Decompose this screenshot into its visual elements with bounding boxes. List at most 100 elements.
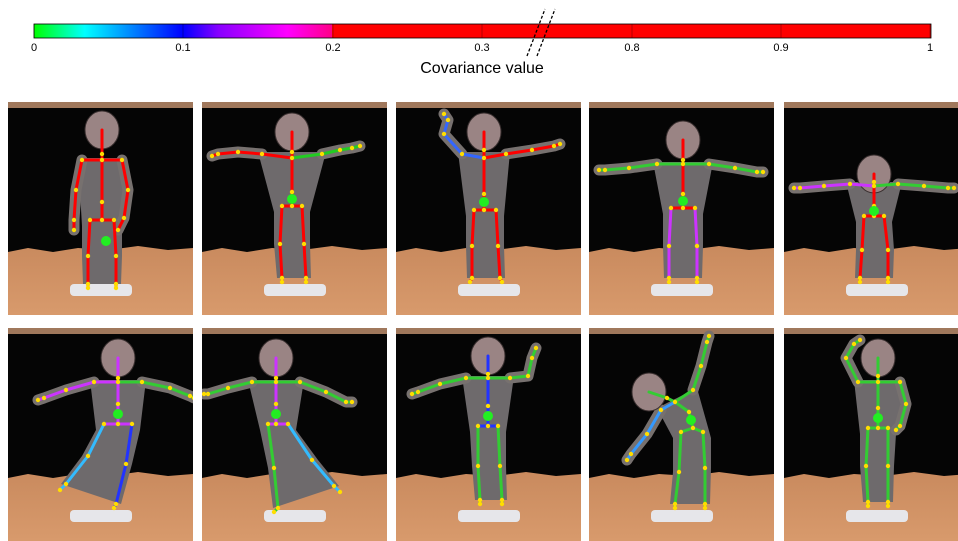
balance-board — [264, 284, 326, 296]
skeleton-bone — [673, 400, 691, 414]
skeleton-joint — [702, 465, 708, 471]
skeleton-joint — [493, 207, 499, 213]
skeleton-joint — [441, 111, 447, 117]
skeleton-joint — [680, 191, 686, 197]
skeleton-joint — [690, 387, 696, 393]
skeleton-joint — [99, 217, 105, 223]
skeleton-frame — [396, 328, 581, 541]
skeleton-joint — [85, 281, 91, 287]
tick-label-0-8: 0.8 — [624, 42, 639, 54]
skeleton-bone — [494, 208, 500, 248]
skeleton-joint — [71, 217, 77, 223]
skeleton-bone — [701, 430, 707, 470]
skeleton-joint — [275, 505, 281, 511]
skeleton-joint — [644, 431, 650, 437]
skeleton-bone — [278, 204, 284, 246]
skeleton-joint — [921, 183, 927, 189]
skeleton-joint — [63, 387, 69, 393]
skeleton-joint — [863, 463, 869, 469]
balance-board — [70, 284, 132, 296]
skeleton-bone — [300, 204, 306, 246]
balance-board — [264, 510, 326, 522]
skeleton-bone — [647, 390, 669, 400]
skeleton-joint — [71, 227, 77, 233]
skeleton-joint — [676, 469, 682, 475]
floor — [589, 472, 774, 541]
skeleton-joint — [113, 253, 119, 259]
balance-board — [846, 284, 908, 296]
skeleton-bone — [140, 380, 172, 390]
skeleton-joint — [467, 279, 473, 285]
skeleton-joint — [205, 391, 211, 397]
balance-board — [651, 510, 713, 522]
floor — [396, 472, 581, 541]
wall-strip — [589, 102, 774, 108]
skeleton-joint — [475, 423, 481, 429]
skeleton-joint — [760, 169, 766, 175]
skeleton-joint — [897, 423, 903, 429]
skeleton-joint — [843, 355, 849, 361]
skeleton-joint — [285, 421, 291, 427]
tick-label-1: 1 — [927, 42, 933, 54]
skeleton-bone — [864, 464, 870, 504]
skeleton-bone — [603, 166, 631, 172]
skeleton-joint — [265, 421, 271, 427]
skeleton-joint — [885, 425, 891, 431]
skeleton-bone — [848, 182, 876, 188]
skeleton-joint — [557, 141, 563, 147]
tick-label-0-3: 0.3 — [474, 42, 489, 54]
skeleton-joint — [871, 179, 877, 185]
skeleton-joint — [481, 207, 487, 213]
wall-strip — [8, 102, 193, 108]
skeleton-bone — [496, 424, 502, 468]
person-silhouette — [258, 152, 326, 278]
wall-strip — [784, 102, 958, 108]
skeleton-bone — [659, 400, 677, 412]
skeleton-joint — [477, 501, 483, 507]
skeleton-joint — [706, 161, 712, 167]
skeleton-joint — [895, 181, 901, 187]
skeleton-bone — [482, 152, 508, 160]
skeleton-bone — [310, 458, 336, 488]
floor — [202, 246, 387, 315]
skeleton-joint — [123, 461, 129, 467]
skeleton-joint — [875, 405, 881, 411]
skeleton-joint — [303, 279, 309, 285]
skeleton-joint — [704, 339, 710, 345]
balance-board — [458, 284, 520, 296]
wall-strip — [396, 328, 581, 334]
skeleton-bone — [864, 426, 870, 468]
skeleton-joint — [680, 161, 686, 167]
skeleton-joint — [409, 391, 415, 397]
skeleton-bone — [882, 214, 890, 252]
skeleton-joint — [331, 483, 337, 489]
skeleton-bone — [844, 356, 860, 384]
skeleton-joint — [357, 143, 363, 149]
skeleton-joint — [445, 117, 451, 123]
skeleton-joint — [35, 397, 41, 403]
skeleton-joint — [666, 243, 672, 249]
skeleton-joint — [273, 421, 279, 427]
skeleton-joint — [626, 165, 632, 171]
skeleton-bone — [504, 148, 534, 156]
skeleton-joint — [113, 285, 119, 291]
skeleton-bone — [266, 422, 276, 470]
skeleton-joint — [91, 379, 97, 385]
covariance-colorbar: 0 0.1 0.2 0.3 0.8 0.9 1 Covariance value — [0, 0, 958, 85]
skeleton-joint — [865, 503, 871, 509]
skeleton-bone — [122, 188, 130, 220]
skeleton-joint — [481, 191, 487, 197]
skeleton-joint — [861, 213, 867, 219]
skeleton-bone — [286, 422, 314, 462]
skeleton-joint — [485, 423, 491, 429]
skeleton-joint — [624, 457, 630, 463]
skeleton-bone — [124, 422, 134, 466]
skeleton-bone — [298, 380, 328, 394]
skeleton-bone — [226, 380, 254, 390]
skeleton-joint — [702, 501, 708, 507]
skeleton-joint — [694, 279, 700, 285]
balance-board — [846, 510, 908, 522]
skeleton-joint — [732, 165, 738, 171]
skeleton-joint — [271, 509, 277, 515]
skeleton-joint — [57, 487, 63, 493]
